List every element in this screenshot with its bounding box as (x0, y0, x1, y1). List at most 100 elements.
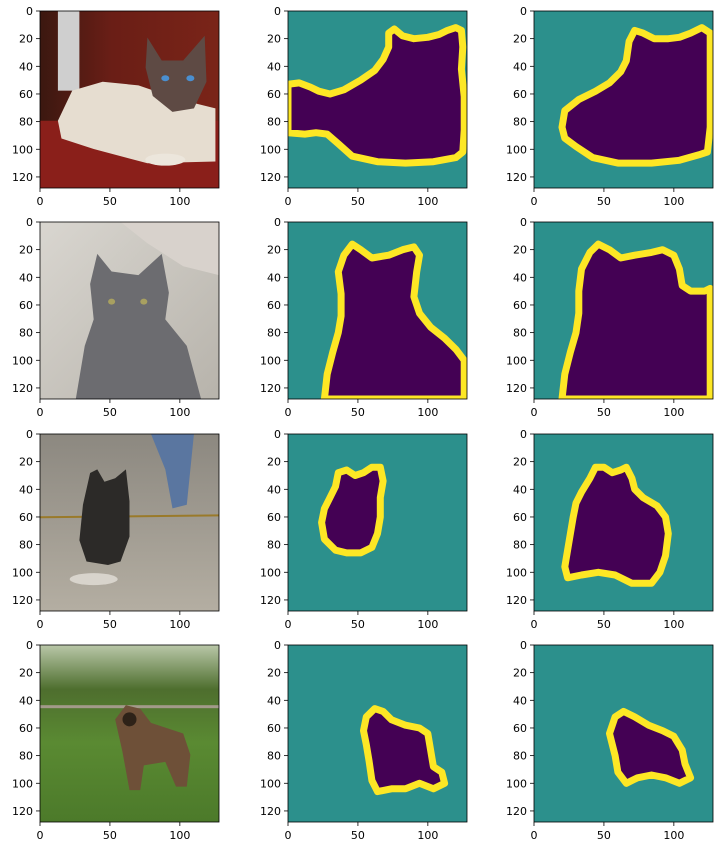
y-tick-label: 100 (12, 354, 33, 367)
x-tick-label: 100 (169, 829, 190, 842)
y-tick-label: 80 (267, 327, 281, 340)
y-tick-label: 40 (513, 694, 527, 707)
x-tick-label: 100 (663, 829, 684, 842)
x-tick-label: 100 (169, 195, 190, 208)
y-tick-label: 120 (12, 805, 33, 818)
mask-panel-b: 0 20 40 60 80 100 120 0 50 100 (506, 428, 714, 631)
cat-eye (161, 75, 170, 82)
y-tick-label: 60 (267, 511, 281, 524)
y-tick-label: 60 (513, 511, 527, 524)
x-tick-label: 50 (103, 195, 117, 208)
axes-frame (39, 644, 220, 823)
mask-region (558, 24, 713, 167)
y-tick-label: 100 (260, 354, 281, 367)
y-tick-label: 60 (513, 722, 527, 735)
y-tick-label: 80 (513, 116, 527, 129)
x-tick-label: 0 (285, 829, 292, 842)
y-tick-label: 80 (267, 116, 281, 129)
water-splash (69, 573, 118, 586)
x-tick-label: 100 (169, 406, 190, 419)
y-tick-label: 0 (26, 428, 33, 441)
x-tick-label: 0 (531, 406, 538, 419)
axes-frame (533, 10, 714, 189)
y-tick-label: 120 (260, 594, 281, 607)
x-tick-label: 0 (531, 195, 538, 208)
mask-panel-b: 0 20 40 60 80 100 120 0 50 100 (506, 639, 714, 842)
mask-panel-b: 0 20 40 60 80 100 120 0 50 100 (506, 5, 714, 208)
y-tick-label: 0 (26, 5, 33, 18)
x-tick-label: 100 (663, 618, 684, 631)
y-tick-label: 20 (19, 456, 33, 469)
window-light (57, 11, 80, 91)
y-tick-label: 0 (274, 5, 281, 18)
y-tick-label: 40 (513, 271, 527, 284)
y-tick-label: 40 (513, 60, 527, 73)
kitten-eye (140, 298, 148, 305)
photo-panel: 0 20 40 60 80 100 120 0 50 100 (12, 428, 220, 631)
axes-frame (287, 644, 468, 823)
mask-region (558, 240, 713, 399)
y-tick-label: 60 (19, 299, 33, 312)
y-tick-label: 120 (260, 382, 281, 395)
y-tick-label: 80 (267, 750, 281, 763)
x-tick-label: 50 (351, 406, 365, 419)
y-tick-label: 40 (19, 694, 33, 707)
y-tick-label: 100 (260, 143, 281, 156)
axes-frame (39, 10, 220, 189)
x-tick-label: 50 (103, 829, 117, 842)
x-tick-label: 50 (351, 618, 365, 631)
x-tick-label: 0 (285, 195, 292, 208)
y-tick-label: 20 (267, 33, 281, 46)
x-tick-label: 50 (351, 195, 365, 208)
photo-panel: 0 20 40 60 80 100 120 0 50 100 (12, 639, 220, 842)
mask-panel-a: 0 20 40 60 80 100 120 0 50 100 (260, 216, 468, 419)
y-tick-label: 120 (506, 594, 527, 607)
axes-frame (533, 221, 714, 400)
mask-region (288, 24, 467, 167)
y-tick-label: 120 (260, 805, 281, 818)
x-tick-label: 50 (103, 406, 117, 419)
y-tick-label: 60 (513, 299, 527, 312)
kitten-eye (108, 298, 116, 305)
y-tick-label: 80 (19, 116, 33, 129)
axes-frame (39, 433, 220, 612)
y-tick-label: 120 (12, 382, 33, 395)
x-tick-label: 0 (531, 618, 538, 631)
y-tick-label: 0 (26, 639, 33, 652)
mask-region (561, 463, 672, 587)
y-tick-label: 20 (513, 667, 527, 680)
y-tick-label: 40 (19, 60, 33, 73)
y-tick-label: 40 (267, 483, 281, 496)
y-tick-label: 0 (520, 216, 527, 229)
x-tick-label: 0 (285, 406, 292, 419)
x-tick-label: 100 (417, 406, 438, 419)
y-tick-label: 40 (513, 483, 527, 496)
y-tick-label: 40 (19, 271, 33, 284)
x-tick-label: 50 (597, 618, 611, 631)
y-tick-label: 60 (267, 299, 281, 312)
y-tick-label: 120 (12, 171, 33, 184)
pillow (120, 222, 219, 276)
y-tick-label: 120 (260, 171, 281, 184)
y-tick-label: 40 (267, 60, 281, 73)
y-tick-label: 100 (506, 143, 527, 156)
y-tick-label: 100 (506, 566, 527, 579)
y-tick-label: 0 (274, 428, 281, 441)
x-tick-label: 50 (597, 406, 611, 419)
y-tick-label: 120 (506, 382, 527, 395)
cat-paws (145, 153, 186, 166)
x-tick-label: 50 (351, 829, 365, 842)
x-tick-label: 100 (417, 195, 438, 208)
y-tick-label: 100 (12, 143, 33, 156)
y-tick-label: 40 (267, 694, 281, 707)
axes-frame (533, 644, 714, 823)
x-tick-label: 100 (417, 829, 438, 842)
y-tick-label: 0 (274, 216, 281, 229)
axes-frame (39, 221, 220, 400)
y-tick-label: 0 (26, 216, 33, 229)
y-tick-label: 80 (513, 327, 527, 340)
x-tick-label: 100 (417, 618, 438, 631)
mask-region (606, 707, 695, 787)
y-tick-label: 100 (506, 777, 527, 790)
